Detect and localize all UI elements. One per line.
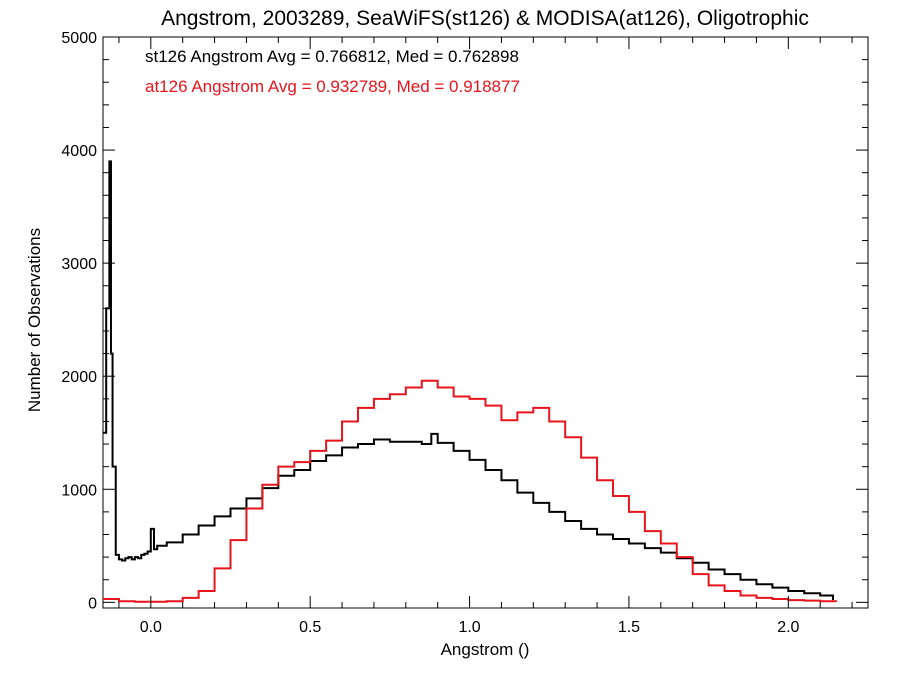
annotation-st126-stats: st126 Angstrom Avg = 0.766812, Med = 0.7… [145, 47, 519, 66]
x-tick-label: 2.0 [777, 619, 799, 636]
y-tick-label: 5000 [61, 30, 97, 47]
series-layer [103, 160, 838, 603]
x-tick-label: 0.0 [140, 619, 162, 636]
y-axis-label: Number of Observations [25, 228, 44, 412]
y-tick-label: 3000 [61, 256, 97, 273]
series-line-1 [103, 379, 838, 603]
plot-frame [102, 36, 869, 609]
ticks-layer: 0.0 0.5 1.0 1.5 2.0 0 1000 2000 3000 4000 5000 [61, 30, 868, 636]
x-tick-label: 1.0 [458, 619, 480, 636]
annotation-at126-stats: at126 Angstrom Avg = 0.932789, Med = 0.9… [145, 77, 520, 96]
x-axis-label: Angstrom () [441, 640, 530, 659]
x-tick-label: 1.5 [618, 619, 640, 636]
chart-title: Angstrom, 2003289, SeaWiFS(st126) & MODI… [161, 7, 809, 30]
y-tick-label: 2000 [61, 369, 97, 386]
y-tick-label: 4000 [61, 143, 97, 160]
y-tick-label: 0 [88, 595, 97, 612]
series-line-0 [103, 160, 834, 601]
y-tick-label: 1000 [61, 482, 97, 499]
x-tick-label: 0.5 [299, 619, 321, 636]
